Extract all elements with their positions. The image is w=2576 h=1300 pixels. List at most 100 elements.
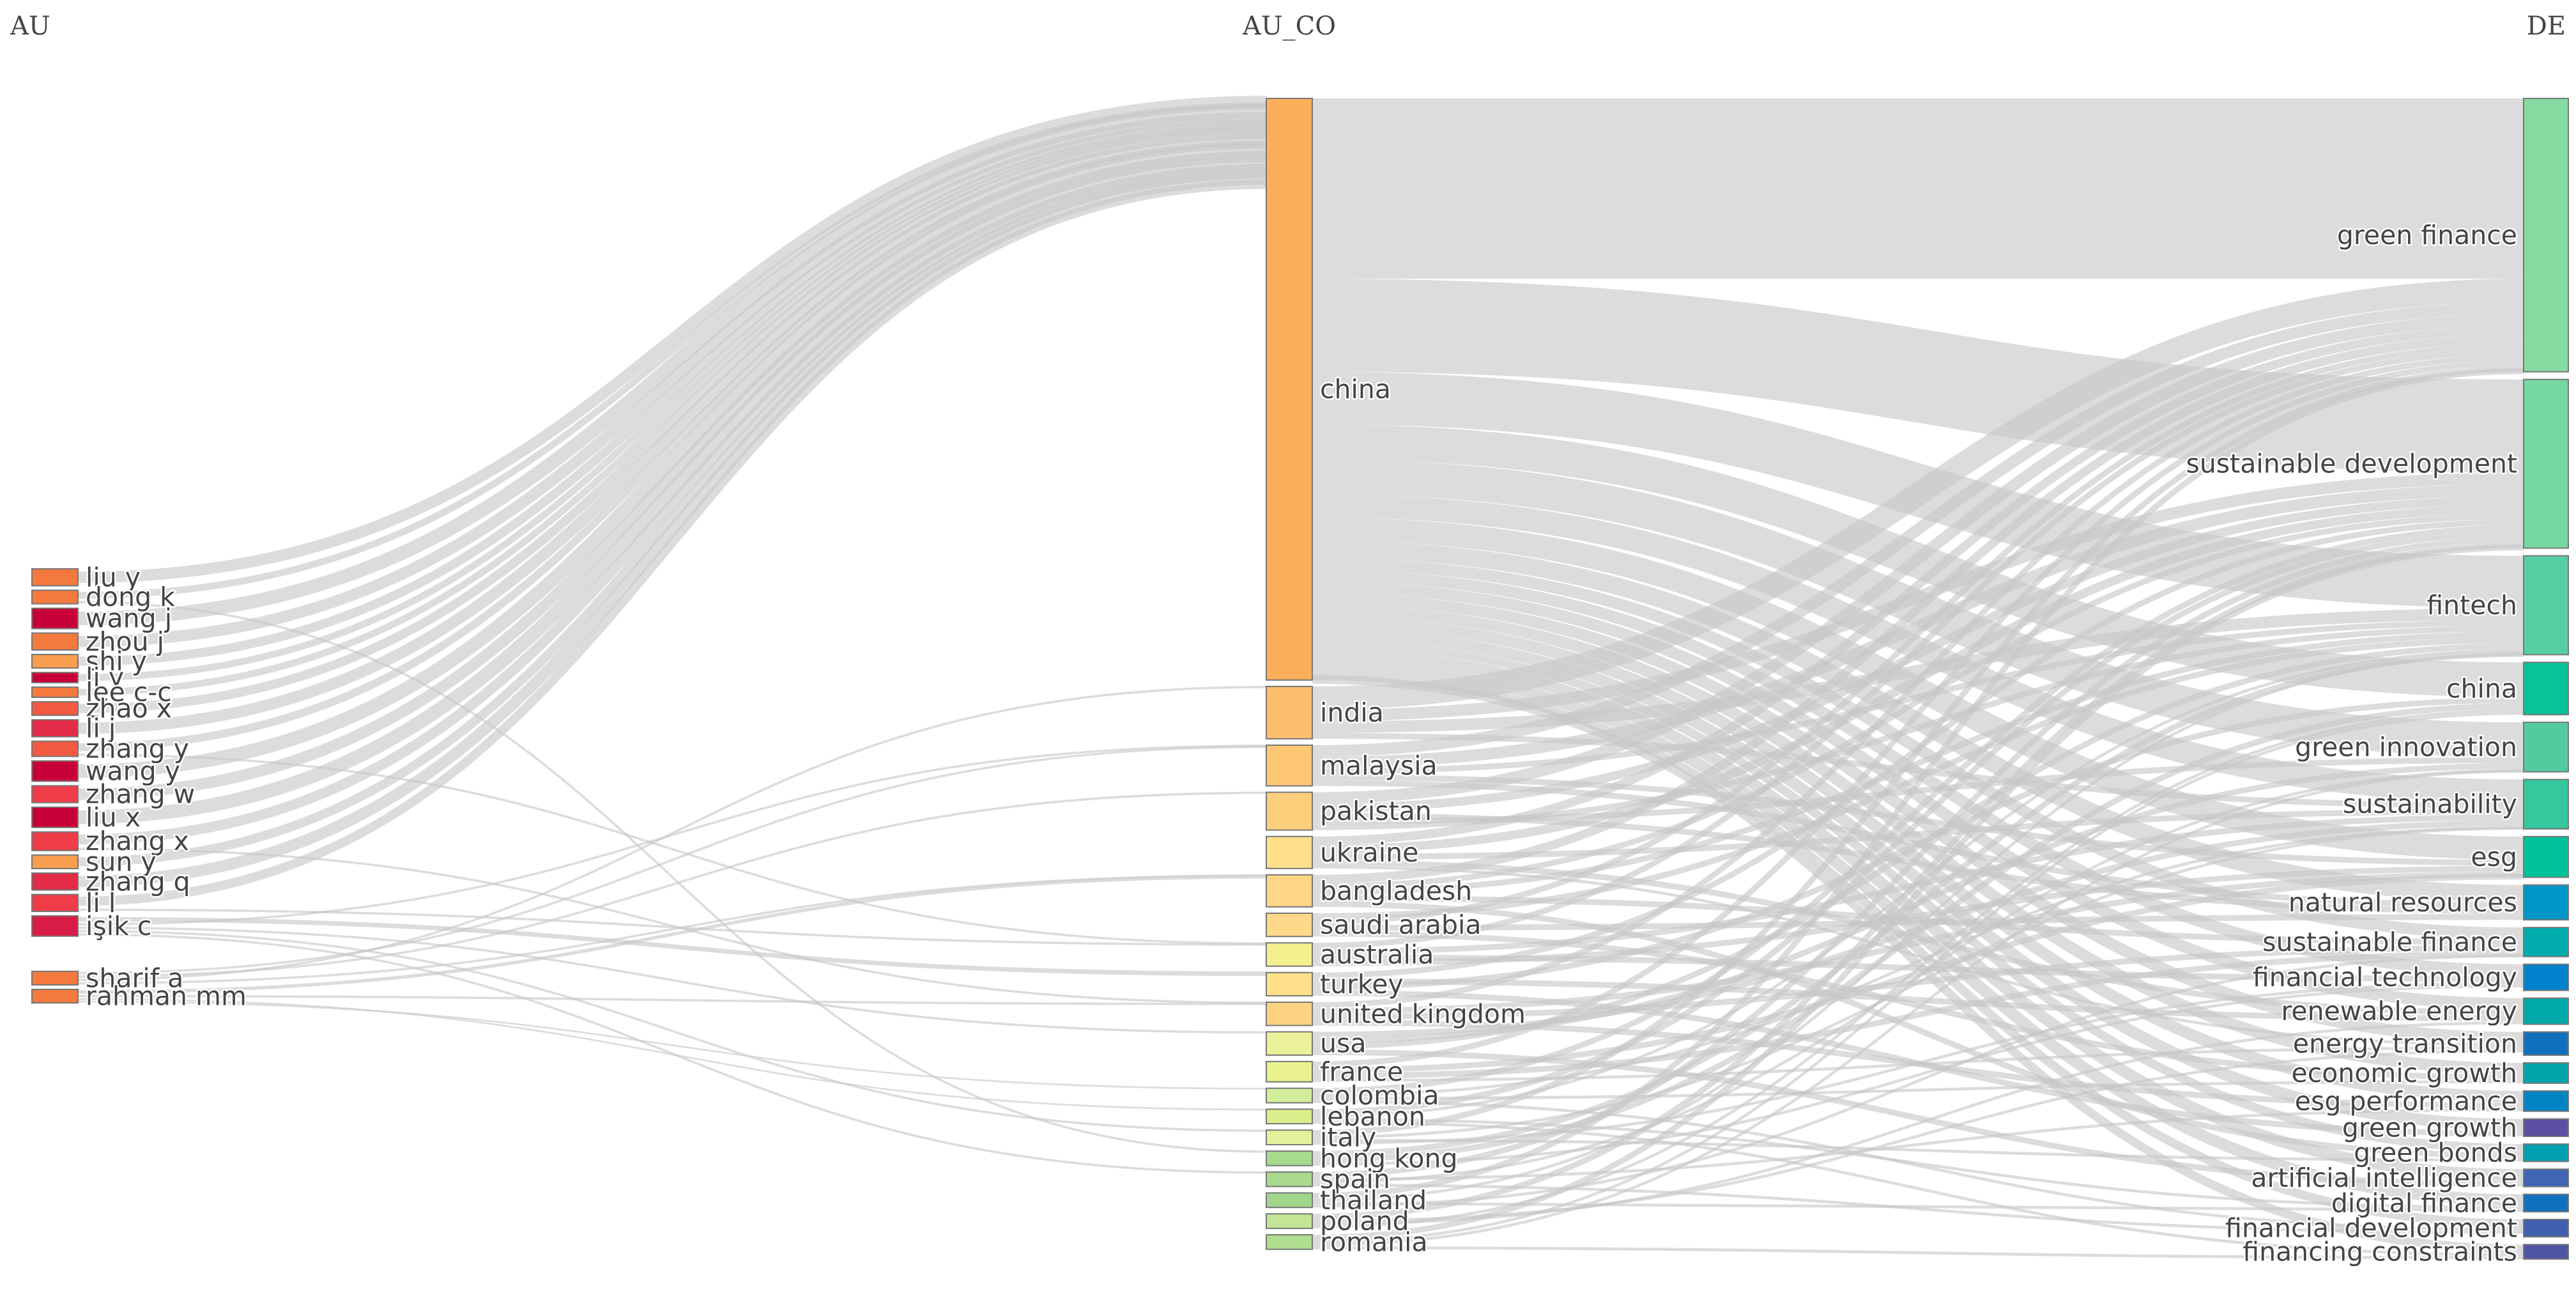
keyword-node-renewable-energy[interactable]	[2523, 997, 2569, 1025]
country-label-turkey: turkey	[1320, 969, 1404, 1000]
au-node-li-y[interactable]	[31, 672, 79, 684]
au-node-zhang-q[interactable]	[31, 872, 79, 891]
keyword-node-green-bonds[interactable]	[2523, 1143, 2569, 1163]
au-node-liu-x[interactable]	[31, 806, 79, 828]
link-spain-to-sustainable-development	[1312, 536, 2524, 1178]
country-node-hong-kong[interactable]	[1266, 1150, 1313, 1166]
country-node-india[interactable]	[1266, 686, 1313, 739]
au-label-zhao-x: zhao x	[86, 693, 172, 724]
keyword-label-esg-performance: esg performance	[2295, 1086, 2517, 1117]
column-title-de: DE	[2527, 12, 2566, 41]
keyword-node-esg-performance[interactable]	[2523, 1090, 2569, 1112]
link-zhang-x-to-china	[77, 164, 1267, 845]
keyword-node-energy-transition[interactable]	[2523, 1031, 2569, 1056]
au-node-dong-k[interactable]	[31, 589, 79, 605]
keyword-node-green-growth[interactable]	[2523, 1118, 2569, 1137]
country-node-usa[interactable]	[1266, 1031, 1313, 1056]
au-label-lee-c-c: lee c-c	[86, 677, 172, 708]
au-node-zhang-w[interactable]	[31, 785, 79, 803]
country-node-thailand[interactable]	[1266, 1192, 1313, 1209]
link-bangladesh-to-green-finance	[1312, 334, 2524, 884]
au-node-shi-y[interactable]	[31, 654, 79, 669]
au-label-zhang-y: zhang y	[86, 734, 189, 764]
keyword-node-financial-technology[interactable]	[2523, 963, 2569, 991]
country-node-colombia[interactable]	[1266, 1087, 1313, 1104]
link-pakistan-to-green-finance	[1312, 313, 2524, 804]
country-node-romania[interactable]	[1266, 1234, 1313, 1250]
keyword-node-esg[interactable]	[2523, 835, 2569, 878]
au-node-zhou-j[interactable]	[31, 632, 79, 651]
au-label-sun-y: sun y	[86, 846, 157, 877]
country-node-australia[interactable]	[1266, 942, 1313, 967]
keyword-node-china[interactable]	[2523, 662, 2569, 716]
keyword-node-natural-resources[interactable]	[2523, 884, 2569, 921]
au-node-sharif-a[interactable]	[31, 970, 79, 986]
link-sharif-a-to-bangladesh	[77, 874, 1267, 985]
au-node-rahman-mm[interactable]	[31, 989, 79, 1004]
au-node-wang-j[interactable]	[31, 607, 79, 630]
country-node-china[interactable]	[1266, 98, 1313, 681]
au-node-liu-y[interactable]	[31, 568, 79, 587]
keyword-node-digital-finance[interactable]	[2523, 1193, 2569, 1212]
keyword-node-green-innovation[interactable]	[2523, 722, 2569, 773]
country-node-bangladesh[interactable]	[1266, 874, 1313, 908]
link-isik-c-to-malaysia	[77, 745, 1267, 926]
column-title-au: AU	[10, 12, 50, 41]
country-node-italy[interactable]	[1266, 1129, 1313, 1145]
country-node-united-kingdom[interactable]	[1266, 1002, 1313, 1026]
au-label-liu-y: liu y	[86, 562, 141, 592]
link-romania-to-green-innovation	[1312, 770, 2524, 1247]
au-node-zhang-x[interactable]	[31, 831, 79, 851]
au-node-lee-c-c[interactable]	[31, 686, 79, 698]
country-node-malaysia[interactable]	[1266, 744, 1313, 787]
link-thailand-to-fintech	[1312, 653, 2524, 1202]
link-malaysia-to-sustainable-development	[1312, 484, 2524, 769]
au-node-isik-c[interactable]	[31, 915, 79, 937]
link-rahman-mm-to-lebanon	[77, 998, 1267, 1111]
country-node-spain[interactable]	[1266, 1171, 1313, 1188]
country-node-turkey[interactable]	[1266, 971, 1313, 997]
country-label-romania: romania	[1320, 1226, 1428, 1257]
au-node-zhao-x[interactable]	[31, 701, 79, 716]
keyword-node-sustainable-development[interactable]	[2523, 378, 2569, 549]
keyword-node-sustainable-finance[interactable]	[2523, 927, 2569, 957]
link-li-l-to-china	[77, 180, 1267, 906]
country-node-saudi-arabia[interactable]	[1266, 912, 1313, 938]
keyword-label-esg: esg	[2471, 842, 2517, 872]
keyword-node-artificial-intelligence[interactable]	[2523, 1168, 2569, 1188]
country-label-lebanon: lebanon	[1320, 1101, 1425, 1132]
country-label-colombia: colombia	[1320, 1080, 1439, 1111]
link-australia-to-esg	[1312, 865, 2524, 966]
country-node-ukraine[interactable]	[1266, 835, 1313, 869]
keyword-node-financial-development[interactable]	[2523, 1218, 2569, 1238]
keyword-label-economic-growth: economic growth	[2292, 1058, 2518, 1088]
au-node-zhang-y[interactable]	[31, 740, 79, 757]
link-zhang-w-to-china	[77, 151, 1267, 800]
country-node-pakistan[interactable]	[1266, 791, 1313, 831]
keyword-node-financing-constraints[interactable]	[2523, 1244, 2569, 1260]
au-label-sharif-a: sharif a	[86, 963, 183, 993]
au-node-li-j[interactable]	[31, 719, 79, 738]
keyword-label-green-finance: green finance	[2337, 220, 2517, 251]
keyword-node-green-finance[interactable]	[2523, 98, 2569, 373]
link-sun-y-to-china	[77, 169, 1267, 867]
au-node-li-l[interactable]	[31, 894, 79, 912]
au-label-li-y: li y	[86, 662, 124, 693]
link-pakistan-to-natural-resources	[1312, 812, 2524, 915]
link-zhang-y-to-australia	[77, 754, 1267, 945]
country-node-france[interactable]	[1266, 1060, 1313, 1083]
country-label-malaysia: malaysia	[1320, 750, 1438, 781]
country-node-poland[interactable]	[1266, 1213, 1313, 1229]
country-node-lebanon[interactable]	[1266, 1108, 1313, 1125]
keyword-node-economic-growth[interactable]	[2523, 1062, 2569, 1084]
keyword-node-sustainability[interactable]	[2523, 778, 2569, 830]
keyword-label-artificial-intelligence: artificial intelligence	[2251, 1163, 2517, 1193]
keyword-node-fintech[interactable]	[2523, 555, 2569, 656]
link-li-l-to-australia	[77, 908, 1267, 946]
au-node-wang-y[interactable]	[31, 760, 79, 782]
link-colombia-to-financial-development	[1312, 1099, 2524, 1232]
au-node-sun-y[interactable]	[31, 854, 79, 870]
link-india-to-green-finance	[1312, 279, 2524, 710]
link-saudi-arabia-to-green-finance	[1312, 343, 2524, 925]
